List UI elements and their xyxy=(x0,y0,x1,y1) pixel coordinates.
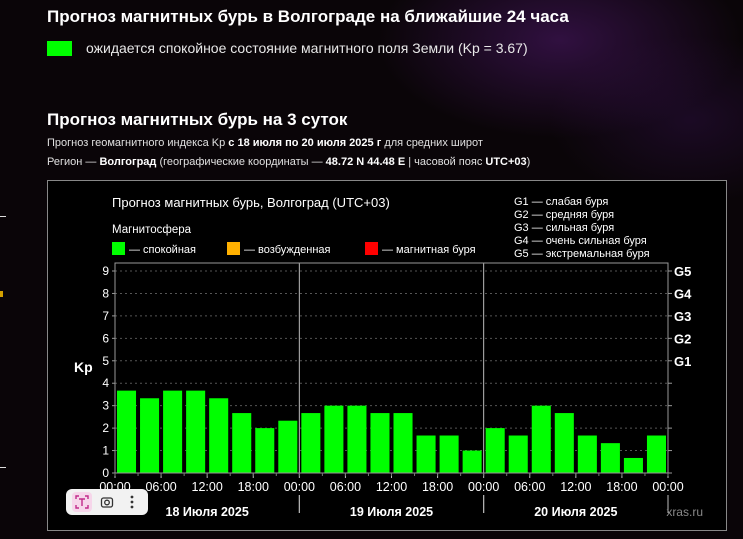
g-level-label: G3 xyxy=(674,309,691,324)
kp-bar xyxy=(646,435,666,473)
kp-chart-svg: Прогноз магнитных бурь, Волгоград (UTC+0… xyxy=(74,195,703,519)
kp-chart: Прогноз магнитных бурь, Волгоград (UTC+0… xyxy=(47,180,727,531)
region-city: Волгоград xyxy=(99,156,157,168)
region-end: ) xyxy=(526,156,531,168)
legend-label-storm: — магнитная буря xyxy=(382,244,476,256)
more-icon[interactable] xyxy=(122,492,142,512)
region-prefix: Регион — xyxy=(47,156,97,168)
period-prefix: Прогноз геомагнитного индекса Kp xyxy=(47,137,226,149)
kp-bar xyxy=(462,450,482,473)
region-coords: 48.72 N 44.48 E xyxy=(325,156,406,168)
kp-bar xyxy=(232,413,252,473)
kp-bar xyxy=(416,435,436,473)
kp-bar xyxy=(531,405,551,473)
x-tick-label: 06:00 xyxy=(330,480,361,494)
kp-bar xyxy=(485,428,505,473)
status-text: ожидается спокойное состояние магнитного… xyxy=(86,40,528,56)
edge-tick xyxy=(0,216,6,217)
period-suffix: для средних широт xyxy=(384,137,483,149)
forecast-period-line: Прогноз геомагнитного индекса Kp с 18 ию… xyxy=(47,137,483,149)
kp-bar xyxy=(186,390,206,473)
legend-label-calm: — спокойная xyxy=(129,244,196,256)
y-axis-label: Kp xyxy=(74,359,93,375)
legend-title: Магнитосфера xyxy=(112,224,192,236)
x-tick-label: 00:00 xyxy=(468,480,499,494)
g-level-label: G4 xyxy=(674,286,692,301)
period-range: с 18 июля по 20 июля 2025 г xyxy=(228,137,382,149)
x-tick-label: 18:00 xyxy=(422,480,453,494)
kp-bar xyxy=(117,390,137,473)
kp-bar xyxy=(600,443,620,473)
kp-bar xyxy=(301,413,321,473)
status-row: ожидается спокойное состояние магнитного… xyxy=(47,40,528,56)
legend-swatch-excited xyxy=(227,242,240,255)
chart-title: Прогноз магнитных бурь, Волгоград (UTC+0… xyxy=(112,195,390,210)
storm-legend-g2: G2 — средняя буря xyxy=(514,209,614,221)
kp-bar xyxy=(278,420,298,473)
y-tick-label: 0 xyxy=(102,466,109,480)
lens-icon[interactable] xyxy=(97,492,117,512)
y-tick-label: 6 xyxy=(102,331,109,345)
day-label: 18 Июля 2025 xyxy=(166,505,249,519)
x-tick-label: 12:00 xyxy=(192,480,223,494)
kp-bar xyxy=(140,398,160,473)
kp-bar xyxy=(554,413,574,473)
legend-label-excited: — возбужденная xyxy=(244,244,331,256)
kp-bar xyxy=(439,435,459,473)
storm-legend-g3: G3 — сильная буря xyxy=(514,222,614,234)
x-tick-label: 12:00 xyxy=(560,480,591,494)
kp-bar xyxy=(623,457,643,473)
floating-toolbar xyxy=(66,489,148,515)
kp-bar xyxy=(347,405,367,473)
y-tick-label: 4 xyxy=(102,376,109,390)
legend-swatch-storm xyxy=(365,242,378,255)
storm-legend-g5: G5 — экстремальная буря xyxy=(514,248,650,260)
x-tick-label: 06:00 xyxy=(145,480,176,494)
x-tick-label: 00:00 xyxy=(652,480,683,494)
forecast-title: Прогноз магнитных бурь на 3 суток xyxy=(47,110,348,129)
storm-legend-g1: G1 — слабая буря xyxy=(514,196,608,208)
kp-bar xyxy=(577,435,597,473)
x-tick-label: 06:00 xyxy=(514,480,545,494)
y-tick-label: 2 xyxy=(102,421,109,435)
y-tick-label: 5 xyxy=(102,354,109,368)
day-label: 19 Июля 2025 xyxy=(350,505,433,519)
kp-bar xyxy=(324,405,344,473)
kp-bar xyxy=(508,435,528,473)
kp-bar xyxy=(393,413,413,473)
grid xyxy=(115,263,668,473)
watermark: xras.ru xyxy=(666,505,703,519)
region-tz: UTC+03 xyxy=(485,156,527,168)
storm-legend-g4: G4 — очень сильная буря xyxy=(514,235,647,247)
x-tick-label: 18:00 xyxy=(606,480,637,494)
text-capture-icon[interactable] xyxy=(72,492,93,512)
g-level-label: G2 xyxy=(674,331,691,346)
y-tick-label: 7 xyxy=(102,309,109,323)
g-level-label: G1 xyxy=(674,354,691,369)
status-swatch xyxy=(47,40,72,56)
y-tick-label: 9 xyxy=(102,264,109,278)
bars xyxy=(117,390,666,473)
edge-tick xyxy=(0,467,6,468)
legend-swatch-calm xyxy=(112,242,125,255)
region-tz-prefix: | часовой пояс xyxy=(408,156,483,168)
axes: 0 1 2 3 4 5 6 7 8 9 G1 G2 G3 G4 G5 00:00 06:00 12:00 18:00… xyxy=(99,262,692,519)
region-line: Регион — Волгоград (географические коорд… xyxy=(47,156,530,168)
region-mid: (географические координаты — xyxy=(159,156,323,168)
x-tick-label: 00:00 xyxy=(284,480,315,494)
page-title: Прогноз магнитных бурь в Волгограде на б… xyxy=(47,7,569,26)
x-tick-label: 12:00 xyxy=(376,480,407,494)
y-tick-label: 3 xyxy=(102,399,109,413)
kp-bar xyxy=(370,413,390,473)
kp-bar xyxy=(209,398,229,473)
kp-bar xyxy=(255,428,275,473)
g-level-label: G5 xyxy=(674,264,691,279)
y-tick-label: 1 xyxy=(102,444,109,458)
y-tick-label: 8 xyxy=(102,286,109,300)
kp-bar xyxy=(163,390,183,473)
edge-marker xyxy=(0,291,3,297)
day-label: 20 Июля 2025 xyxy=(534,505,617,519)
x-tick-label: 18:00 xyxy=(238,480,269,494)
